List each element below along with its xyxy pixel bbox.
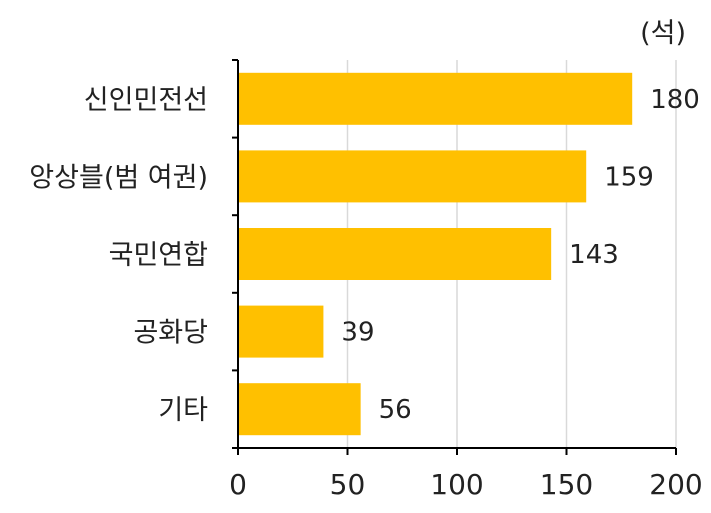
x-tick-label-100: 100: [430, 468, 483, 501]
bar-0: [238, 72, 633, 125]
bar-1: [238, 150, 587, 203]
value-label-2: 143: [569, 240, 619, 270]
x-tick-label-0: 0: [229, 468, 247, 501]
x-tick-label-150: 150: [540, 468, 593, 501]
category-label-3: 공화당: [133, 318, 208, 349]
bars: [238, 72, 633, 436]
x-tick-label-50: 50: [330, 468, 366, 501]
value-label-4: 56: [379, 395, 412, 425]
value-label-1: 159: [604, 162, 654, 192]
category-label-1: 앙상블(범 여권): [29, 162, 208, 193]
unit-label: (석): [640, 18, 686, 49]
bar-4: [238, 383, 361, 436]
value-label-0: 180: [650, 85, 700, 115]
category-label-2: 국민연합: [109, 240, 208, 271]
category-label-4: 기타: [158, 395, 208, 426]
axes: [232, 59, 677, 455]
labels: 180 신인민전선 159 앙상블(범 여권) 143 국민연합 39 공화당 56 기타 0 50 1…: [29, 85, 702, 501]
x-tick-label-200: 200: [649, 468, 702, 501]
value-label-3: 39: [341, 318, 374, 348]
bar-3: [238, 305, 324, 358]
category-label-0: 신인민전선: [84, 85, 208, 116]
bar-2: [238, 228, 552, 280]
